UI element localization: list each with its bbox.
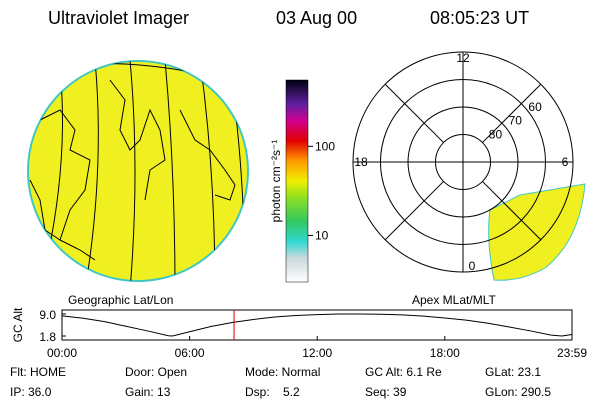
x-tick-label: 23:59 — [557, 346, 587, 360]
colorbar-tick-label: 100 — [315, 139, 335, 153]
mlt-label: 0 — [469, 259, 476, 273]
y-tick-label: 1.8 — [39, 330, 56, 344]
y-tick-label: 9.0 — [39, 308, 56, 322]
mlt-label: 12 — [456, 51, 470, 65]
polar-diagonal — [482, 181, 542, 241]
info-field: Flt: HOME — [10, 365, 66, 379]
info-field: GLat: 23.1 — [485, 365, 541, 379]
colorbar-tick-label: 10 — [315, 228, 329, 242]
info-field: Dsp: 5.2 — [245, 385, 300, 399]
mlt-label: 18 — [354, 155, 368, 169]
lat-label: 60 — [528, 100, 542, 114]
globe-image — [27, 60, 249, 282]
polar-diagonal — [384, 83, 444, 143]
colorbar-label: photon cm⁻²s⁻¹ — [269, 140, 283, 223]
lat-label: 80 — [489, 127, 503, 141]
info-field: Door: Open — [125, 365, 187, 379]
info-field: Mode: Normal — [245, 365, 320, 379]
info-field: Gain: 13 — [125, 385, 171, 399]
mlt-label: 6 — [562, 155, 569, 169]
date: 03 Aug 00 — [276, 8, 357, 28]
lat-label: 70 — [509, 114, 523, 128]
info-field: Seq: 39 — [365, 385, 407, 399]
x-tick-label: 18:00 — [430, 346, 460, 360]
y-axis-label: GC Alt — [11, 307, 25, 342]
x-tick-label: 12:00 — [302, 346, 332, 360]
colorbar — [285, 79, 309, 283]
polar-image — [488, 183, 586, 281]
title: Ultraviolet Imager — [48, 8, 189, 28]
altitude-line — [61, 313, 573, 337]
geo-caption: Geographic Lat/Lon — [68, 293, 173, 307]
x-tick-label: 06:00 — [175, 346, 205, 360]
x-tick-label: 00:00 — [47, 346, 77, 360]
time: 08:05:23 UT — [430, 8, 529, 28]
polar-diagonal — [384, 181, 444, 241]
info-field: IP: 36.0 — [10, 385, 52, 399]
info-field: GLon: 290.5 — [485, 385, 551, 399]
polar-caption: Apex MLat/MLT — [412, 293, 496, 307]
info-field: GC Alt: 6.1 Re — [365, 365, 442, 379]
polar-diagonal — [482, 83, 542, 143]
